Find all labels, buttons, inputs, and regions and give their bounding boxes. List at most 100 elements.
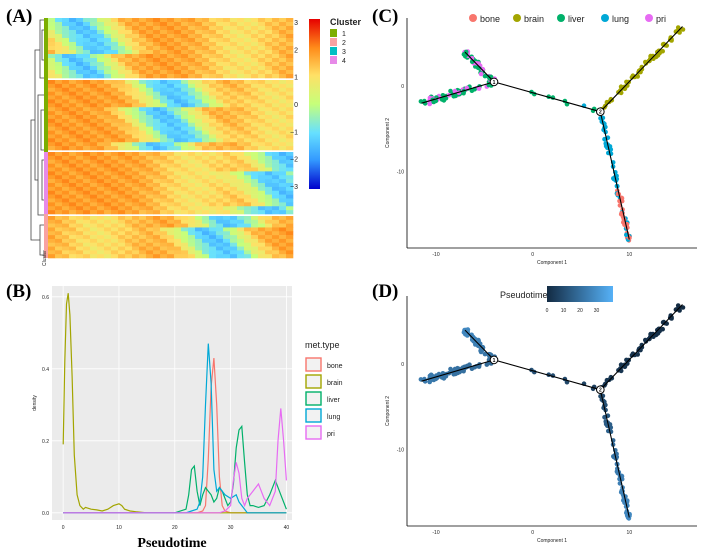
heatmap-cell	[237, 246, 245, 251]
heatmap-cell	[111, 223, 119, 228]
heatmap-cell	[139, 231, 147, 236]
heatmap-cell	[69, 183, 77, 188]
legend-label: lung	[612, 14, 629, 24]
heatmap-cell	[230, 198, 238, 203]
heatmap-cell	[188, 194, 196, 199]
heatmap-cell	[146, 80, 154, 85]
heatmap-cell	[167, 171, 175, 176]
heatmap-cell	[132, 190, 140, 195]
heatmap-cell	[279, 130, 287, 135]
heatmap-cell	[111, 46, 119, 51]
heatmap-cell	[97, 83, 105, 89]
heatmap-cell	[160, 242, 168, 247]
heatmap-cell	[48, 190, 56, 195]
heatmap-cell	[146, 99, 154, 104]
heatmap-cell	[146, 22, 154, 27]
heatmap-cell	[251, 42, 259, 47]
heatmap-cell	[244, 155, 252, 161]
heatmap-cell	[90, 246, 98, 251]
heatmap-cell	[181, 152, 189, 157]
cell-point	[621, 220, 626, 225]
legend-dot-lung	[601, 14, 609, 22]
heatmap-cell	[160, 111, 168, 116]
heatmap-cell	[90, 118, 98, 124]
heatmap-cell	[48, 219, 56, 224]
heatmap-cell	[69, 250, 77, 255]
heatmap-cell	[258, 70, 266, 75]
heatmap-cell	[223, 163, 231, 168]
heatmap-cell	[146, 155, 154, 161]
heatmap-cell	[104, 66, 112, 71]
heatmap-cell	[153, 163, 161, 168]
colorbar-tick-label: 1	[294, 75, 298, 82]
heatmap-cell	[125, 126, 133, 131]
heatmap-cell	[181, 30, 189, 35]
heatmap-cell	[167, 206, 175, 211]
heatmap-cell	[55, 146, 63, 151]
density-legend-swatch-pri	[305, 425, 322, 440]
heatmap-cell	[286, 118, 294, 124]
heatmap-cell	[104, 183, 112, 188]
heatmap-cell	[251, 54, 259, 59]
heatmap-cell	[125, 54, 133, 59]
heatmap-cell	[195, 146, 203, 151]
heatmap-cell	[279, 246, 287, 251]
heatmap-cell	[244, 22, 252, 27]
heatmap-cell	[265, 179, 273, 184]
heatmap-cell	[174, 250, 182, 255]
heatmap-cell	[195, 186, 203, 192]
panel-label-a: (A)	[6, 6, 33, 27]
heatmap-cell	[286, 183, 294, 188]
heatmap-cell	[174, 242, 182, 247]
heatmap-cell	[125, 99, 133, 104]
heatmap-cell	[279, 254, 287, 259]
heatmap-cell	[244, 216, 252, 221]
heatmap-cell	[244, 18, 252, 23]
heatmap-cell	[174, 167, 182, 172]
heatmap-cell	[216, 223, 224, 228]
heatmap-cell	[230, 202, 238, 207]
heatmap-cell	[125, 103, 133, 108]
heatmap-cell	[272, 103, 280, 108]
heatmap-cell	[286, 34, 294, 39]
heatmap-cell	[279, 38, 287, 43]
heatmap-cell	[132, 163, 140, 168]
heatmap-cell	[188, 83, 196, 89]
heatmap-cell	[195, 238, 203, 244]
heatmap-cell	[230, 30, 238, 35]
heatmap-cell	[55, 80, 63, 85]
heatmap-cell	[174, 186, 182, 192]
heatmap-cell	[251, 103, 259, 108]
heatmap-cell	[202, 74, 210, 79]
heatmap-cell	[258, 206, 266, 211]
heatmap-cell	[237, 70, 245, 75]
heatmap-cell	[181, 183, 189, 188]
heatmap-cell	[258, 42, 266, 47]
heatmap-cell	[230, 194, 238, 199]
heatmap-cell	[111, 179, 119, 184]
heatmap-cell	[174, 155, 182, 161]
heatmap-cell	[48, 227, 56, 232]
heatmap-cell	[216, 210, 224, 215]
heatmap-cell	[272, 107, 280, 112]
heatmap-cell	[97, 231, 105, 236]
heatmap-cell	[153, 171, 161, 176]
heatmap-cell	[244, 250, 252, 255]
heatmap-cell	[258, 30, 266, 35]
heatmap-cell	[153, 142, 161, 147]
heatmap-cell	[181, 83, 189, 89]
heatmap-cell	[286, 74, 294, 79]
heatmap-cell	[160, 80, 168, 85]
heatmap-cell	[286, 87, 294, 92]
heatmap-cell	[62, 95, 70, 100]
heatmap-cell	[251, 91, 259, 96]
heatmap-cell	[118, 18, 126, 23]
heatmap-cell	[230, 159, 238, 164]
heatmap-cell	[132, 118, 140, 124]
heatmap-cell	[111, 22, 119, 27]
heatmap-cell	[76, 54, 84, 59]
heatmap-cell	[153, 46, 161, 51]
heatmap-cell	[167, 210, 175, 215]
heatmap-cell	[279, 175, 287, 180]
heatmap-cell	[118, 210, 126, 215]
